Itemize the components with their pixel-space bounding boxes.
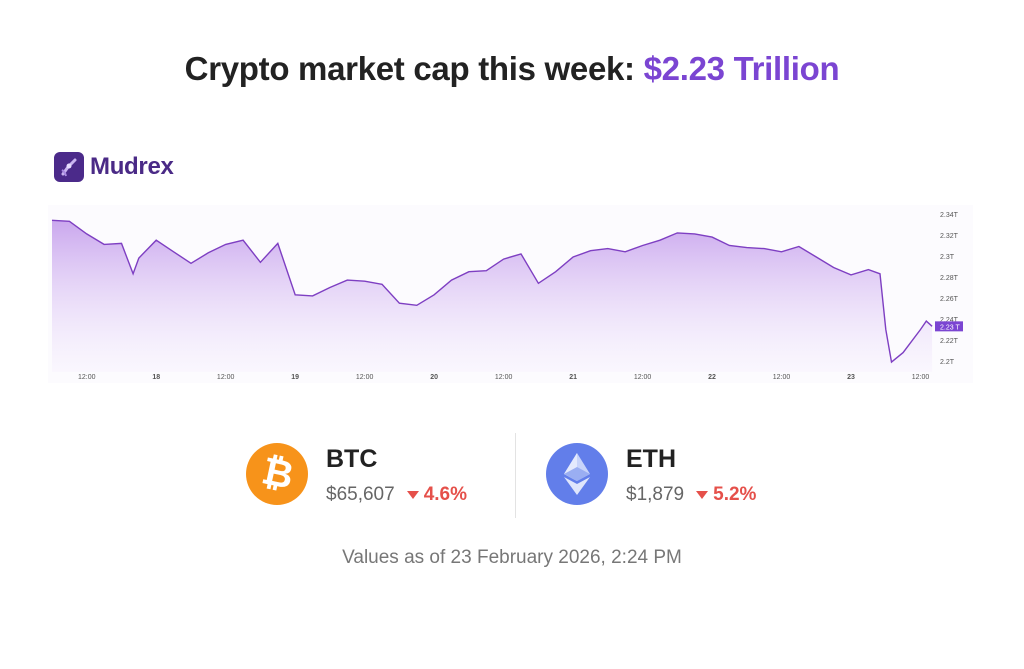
market-cap-chart: 2.34T 2.32T 2.3T 2.28T 2.26T 2.24T 2.22T 2.2T 1… [48, 205, 973, 383]
coin-symbol: ETH [626, 445, 676, 473]
x-tick-label: 12:00 [912, 374, 930, 381]
as-of-timestamp: Values as of 23 February 2026, 2:24 PM [342, 547, 682, 568]
coin-symbol: BTC [326, 445, 378, 473]
x-tick-label: 12:00 [495, 374, 513, 381]
y-tick-label: 2.24T [940, 317, 959, 324]
coin-price: $65,607 [326, 484, 395, 505]
x-tick-label: 18 [152, 374, 160, 381]
area-fill [52, 220, 933, 372]
y-tick-label: 2.32T [940, 233, 959, 240]
ethereum-icon [546, 443, 608, 505]
down-arrow-icon [406, 491, 419, 499]
brand-name: Mudrex [90, 153, 174, 180]
y-tick-label: 2.26T [940, 296, 959, 303]
x-tick-label: 20 [430, 374, 438, 381]
title-prefix: Crypto market cap this week: [184, 50, 644, 87]
current-value-label: 2.23 T [940, 324, 960, 331]
change-percent: 5.2% [713, 484, 757, 505]
market-cap-value: $2.23 Trillion [643, 50, 840, 87]
x-tick-label: 19 [291, 374, 299, 381]
x-tick-label: 12:00 [78, 374, 96, 381]
btc-card: ₿ BTC $65,607 4.6% [246, 443, 467, 506]
brand-logo: Mudrex [54, 152, 174, 182]
change-percent: 4.6% [423, 484, 467, 505]
x-tick-label: 12:00 [773, 374, 791, 381]
x-tick-label: 22 [708, 374, 716, 381]
down-arrow-icon [696, 491, 709, 499]
series-line [51, 219, 933, 364]
bitcoin-icon: ₿ [246, 443, 308, 505]
current-value-tag [935, 321, 963, 332]
divider [515, 433, 516, 518]
page-title: Crypto market cap this week: $2.23 Trill… [0, 50, 1024, 88]
mudrex-logo-icon [54, 152, 84, 182]
y-tick-label: 2.34T [940, 212, 959, 219]
price-change: 5.2% [696, 484, 756, 506]
x-tick-label: 12:00 [356, 374, 374, 381]
x-tick-label: 12:00 [217, 374, 235, 381]
price-change: 4.6% [406, 484, 467, 506]
coin-price: $1,879 [626, 484, 685, 505]
y-tick-label: 2.3T [940, 254, 955, 261]
x-tick-label: 12:00 [634, 374, 652, 381]
x-tick-label: 23 [847, 374, 855, 381]
y-tick-label: 2.2T [940, 359, 955, 366]
y-tick-label: 2.28T [940, 275, 959, 282]
eth-card: ETH $1,879 5.2% [546, 443, 756, 506]
x-tick-label: 21 [569, 374, 577, 381]
y-tick-label: 2.22T [940, 338, 959, 345]
